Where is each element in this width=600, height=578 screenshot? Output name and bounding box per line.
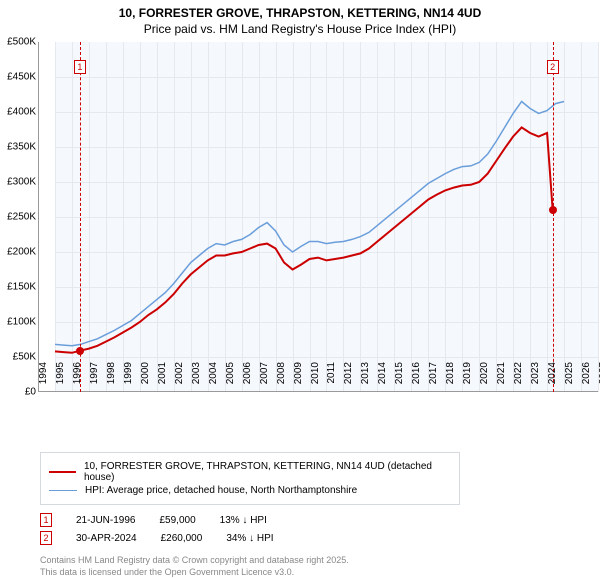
marker-vline (80, 42, 81, 392)
x-tick-label: 2013 (360, 362, 371, 384)
marker-box-1-icon: 1 (40, 513, 52, 527)
x-tick-label: 2002 (174, 362, 185, 384)
y-axis: £0£50K£100K£150K£200K£250K£300K£350K£400… (0, 42, 38, 392)
legend-box: 10, FORRESTER GROVE, THRAPSTON, KETTERIN… (40, 452, 460, 505)
chart-title: 10, FORRESTER GROVE, THRAPSTON, KETTERIN… (0, 0, 600, 22)
y-tick-label: £200K (7, 247, 36, 258)
x-tick-label: 2006 (242, 362, 253, 384)
marker-2-date: 30-APR-2024 (76, 533, 137, 544)
y-tick-label: £350K (7, 142, 36, 153)
x-tick-label: 2014 (377, 362, 388, 384)
marker-box: 1 (74, 60, 86, 74)
x-tick-label: 1997 (89, 362, 100, 384)
x-tick-label: 1999 (123, 362, 134, 384)
x-tick-label: 1995 (55, 362, 66, 384)
y-tick-label: £500K (7, 37, 36, 48)
legend-item-hpi: HPI: Average price, detached house, Nort… (49, 485, 451, 496)
x-tick-label: 2016 (411, 362, 422, 384)
license-line-2: This data is licensed under the Open Gov… (40, 567, 600, 578)
marker-2-price: £260,000 (161, 533, 203, 544)
legend-item-price-paid: 10, FORRESTER GROVE, THRAPSTON, KETTERIN… (49, 461, 451, 483)
x-tick-label: 2010 (310, 362, 321, 384)
x-tick-label: 2022 (513, 362, 524, 384)
x-gridline (598, 42, 599, 392)
marker-dot (76, 347, 84, 355)
series-line-price_paid (55, 127, 553, 352)
x-tick-label: 2023 (530, 362, 541, 384)
x-tick-label: 2024 (547, 362, 558, 384)
marker-1-pct: 13% ↓ HPI (220, 515, 267, 526)
y-tick-label: £150K (7, 282, 36, 293)
y-tick-label: £250K (7, 212, 36, 223)
y-tick-label: £0 (25, 387, 36, 398)
marker-footer: 1 21-JUN-1996 £59,000 13% ↓ HPI 2 30-APR… (40, 513, 600, 545)
x-tick-label: 1994 (38, 362, 49, 384)
x-tick-label: 2005 (225, 362, 236, 384)
legend-label-hpi: HPI: Average price, detached house, Nort… (85, 485, 357, 496)
x-tick-label: 2020 (479, 362, 490, 384)
legend-swatch-hpi (49, 490, 77, 491)
license-line-1: Contains HM Land Registry data © Crown c… (40, 555, 600, 567)
chart-lines (38, 42, 598, 392)
legend-swatch-price-paid (49, 471, 76, 473)
x-tick-label: 2015 (394, 362, 405, 384)
x-tick-label: 1996 (72, 362, 83, 384)
y-tick-label: £300K (7, 177, 36, 188)
x-tick-label: 2003 (191, 362, 202, 384)
x-tick-label: 2025 (564, 362, 575, 384)
legend-label-price-paid: 10, FORRESTER GROVE, THRAPSTON, KETTERIN… (84, 461, 451, 483)
y-tick-label: £450K (7, 72, 36, 83)
license-text: Contains HM Land Registry data © Crown c… (40, 555, 600, 578)
x-tick-label: 2012 (343, 362, 354, 384)
x-tick-label: 2009 (293, 362, 304, 384)
x-tick-label: 2026 (581, 362, 592, 384)
chart-plot-area: £0£50K£100K£150K£200K£250K£300K£350K£400… (38, 42, 598, 392)
x-axis: 1994 1995 1996 1997 1998 1999 2000 2001 2002 2003… (38, 356, 598, 416)
marker-box-2-icon: 2 (40, 531, 52, 545)
x-tick-label: 2007 (259, 362, 270, 384)
x-tick-label: 2011 (326, 362, 337, 384)
x-tick-label: 2008 (276, 362, 287, 384)
x-tick-label: 2018 (445, 362, 456, 384)
x-tick-label: 2021 (496, 362, 507, 384)
marker-dot (549, 206, 557, 214)
chart-subtitle: Price paid vs. HM Land Registry's House … (0, 22, 600, 42)
marker-1-date: 21-JUN-1996 (76, 515, 135, 526)
marker-row-2: 2 30-APR-2024 £260,000 34% ↓ HPI (40, 531, 600, 545)
x-tick-label: 2000 (140, 362, 151, 384)
x-tick-label: 2004 (208, 362, 219, 384)
marker-1-price: £59,000 (159, 515, 195, 526)
marker-vline (553, 42, 554, 392)
marker-2-pct: 34% ↓ HPI (226, 533, 273, 544)
x-tick-label: 2017 (428, 362, 439, 384)
marker-box: 2 (547, 60, 559, 74)
y-tick-label: £400K (7, 107, 36, 118)
x-tick-label: 2019 (462, 362, 473, 384)
marker-row-1: 1 21-JUN-1996 £59,000 13% ↓ HPI (40, 513, 600, 527)
x-tick-label: 1998 (106, 362, 117, 384)
x-tick-label: 2001 (157, 362, 168, 384)
y-tick-label: £100K (7, 317, 36, 328)
y-tick-label: £50K (13, 352, 36, 363)
series-line-hpi (55, 102, 564, 346)
